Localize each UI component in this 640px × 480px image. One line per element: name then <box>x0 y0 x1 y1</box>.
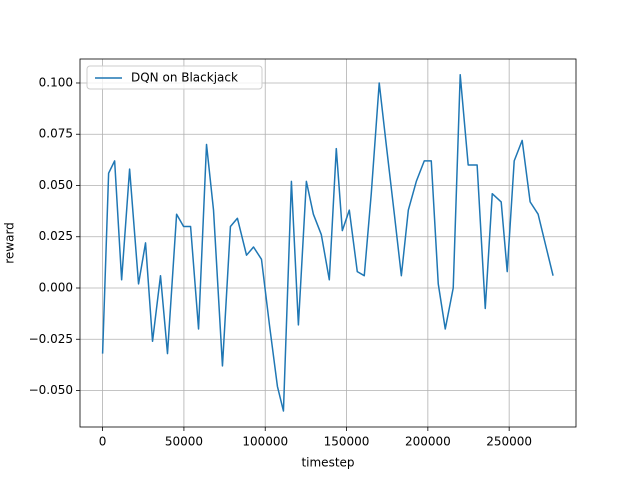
y-tick-label: 0.025 <box>39 229 73 243</box>
legend-box <box>86 65 263 90</box>
x-tick-label: 0 <box>99 435 107 449</box>
x-axis-label: timestep <box>301 456 354 470</box>
y-tick-label: 0.050 <box>39 178 73 192</box>
y-tick-label: 0.000 <box>39 281 73 295</box>
y-tick-label: −0.050 <box>29 383 73 397</box>
legend-label: DQN on Blackjack <box>131 71 238 85</box>
y-tick-label: 0.100 <box>39 75 73 89</box>
x-tick-label: 150000 <box>324 435 370 449</box>
y-axis-label: reward <box>3 222 17 264</box>
plot-frame <box>79 58 577 428</box>
y-tick-label: −0.025 <box>29 332 73 346</box>
y-tick-label: 0.075 <box>39 127 73 141</box>
x-tick-label: 250000 <box>486 435 532 449</box>
x-tick-label: 100000 <box>242 435 288 449</box>
x-tick-label: 50000 <box>165 435 203 449</box>
line <box>101 74 554 412</box>
x-tick-label: 200000 <box>405 435 451 449</box>
